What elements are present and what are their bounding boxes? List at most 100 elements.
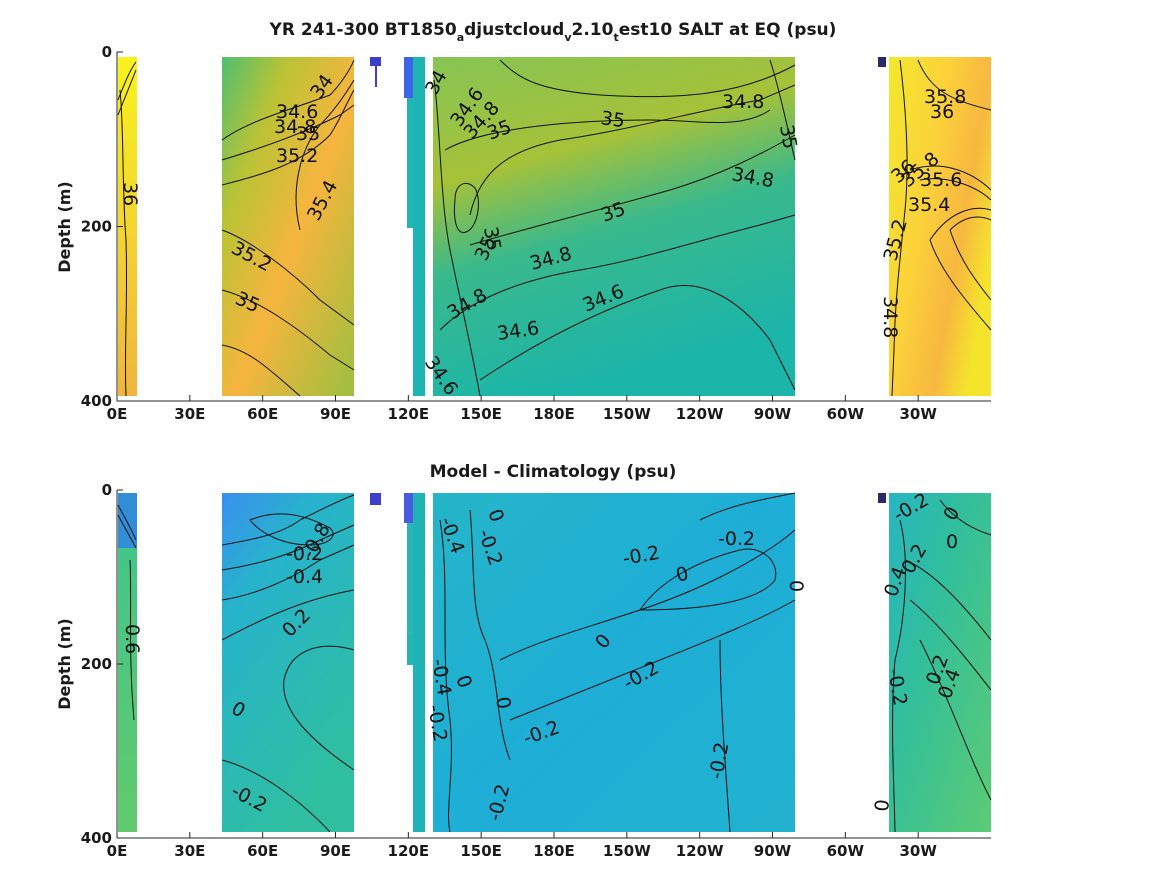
top-contour — [499, 59, 796, 98]
bottom-contour — [639, 548, 777, 611]
bottom-contour — [509, 599, 796, 721]
bottom-fill-indian-ocean — [222, 493, 354, 832]
top-contour — [221, 104, 355, 161]
bottom-contour-label: 0 — [946, 531, 958, 553]
top-x-tick-label: 120E — [388, 405, 430, 423]
top-contour — [117, 69, 137, 116]
bottom-contour — [221, 589, 355, 641]
top-fill-indonesia-c — [407, 98, 413, 228]
top-contour — [295, 79, 355, 231]
bottom-fill-indonesia-b — [404, 493, 413, 523]
bottom-contour — [221, 494, 355, 546]
top-contour-label: 34.8 — [722, 91, 764, 113]
bottom-contour-label: -0.2 — [286, 543, 323, 565]
top-contour — [221, 289, 355, 371]
bottom-contour — [221, 524, 355, 571]
top-contour-label: 35.2 — [276, 145, 318, 167]
top-contour — [444, 109, 771, 151]
top-contour — [949, 216, 992, 301]
bottom-x-tick-label: 150W — [603, 842, 651, 860]
top-contour — [929, 207, 992, 331]
bottom-x-tick-label: 120W — [676, 842, 724, 860]
top-y-tick-label: 400 — [81, 392, 112, 410]
top-x-tick-label: 30E — [174, 405, 205, 423]
top-contour-label: 34.6 — [276, 101, 318, 123]
top-x-tick-label: 120W — [676, 405, 724, 423]
bottom-contour — [129, 559, 135, 721]
top-contour — [119, 89, 128, 397]
bottom-x-tick-label: 60W — [827, 842, 865, 860]
top-contour-label: 35 — [775, 123, 801, 151]
top-contour — [769, 59, 796, 161]
top-contour-label: 36 — [119, 182, 141, 206]
top-y-tick-label: 200 — [81, 218, 112, 236]
bottom-contour — [117, 504, 137, 549]
bottom-fill-indonesia-d — [413, 493, 425, 832]
bottom-contour — [439, 519, 452, 833]
top-fill-pacific — [433, 57, 795, 396]
top-contour — [917, 59, 992, 111]
bottom-y-tick-label: 200 — [81, 655, 112, 673]
bottom-y-tick-label: 400 — [81, 829, 112, 847]
top-contour — [469, 84, 796, 216]
bottom-fill-indonesia-c — [407, 523, 413, 665]
bottom-x-tick-label: 30W — [899, 842, 937, 860]
top-x-tick-label: 90E — [320, 405, 351, 423]
bottom-x-tick-label: 0E — [107, 842, 128, 860]
top-fill-indian-ocean — [222, 57, 354, 396]
bottom-x-tick-label: 90W — [754, 842, 792, 860]
bottom-ticks: 0E 30E 60E 90E 120E 150E 180E 150W 120W 90W 60W 30W… — [81, 481, 938, 860]
bottom-contour — [283, 645, 355, 771]
top-contour — [453, 182, 479, 234]
top-fill-indonesia-d — [413, 57, 425, 396]
bottom-contour — [909, 599, 992, 691]
top-fill-indonesia-a-stem — [375, 57, 377, 87]
bottom-x-tick-label: 30E — [174, 842, 205, 860]
top-y-axis-label: Depth (m) — [55, 181, 74, 273]
top-contour-label: 34.8 — [879, 296, 901, 338]
top-contour — [117, 61, 137, 101]
bottom-contour — [892, 519, 906, 833]
bottom-fill-west-atlantic — [118, 493, 137, 832]
bottom-contour-label: 0 — [674, 562, 691, 586]
bottom-contour — [221, 544, 355, 601]
top-contour-label: 35 — [599, 107, 626, 132]
bottom-contour — [699, 492, 796, 521]
bottom-x-tick-label: 120E — [388, 842, 430, 860]
bottom-contour — [469, 509, 511, 761]
bottom-fill-indonesia-c2 — [407, 635, 413, 665]
bottom-x-tick-label: 150E — [460, 842, 502, 860]
bottom-contour-label: 0 — [491, 695, 515, 711]
top-x-tick-label: 150E — [460, 405, 502, 423]
top-panel-title: YR 241-300 BT1850adjustcloudv2.10test10 … — [269, 20, 837, 44]
bottom-contour — [919, 639, 992, 801]
top-y-tick-label: 0 — [102, 43, 112, 61]
top-panel: YR 241-300 BT1850adjustcloudv2.10test10 … — [55, 20, 992, 423]
bottom-fill-caribbean — [878, 493, 886, 503]
bottom-fill-indonesia-a — [370, 493, 381, 505]
top-contour-label: 35.8 — [924, 86, 966, 108]
top-contour-label: 36 — [930, 101, 954, 123]
bottom-contour — [221, 759, 331, 833]
top-contour — [221, 59, 355, 141]
top-x-tick-label: 60W — [827, 405, 865, 423]
top-x-tick-label: 60E — [247, 405, 278, 423]
bottom-contour — [939, 499, 992, 536]
top-contour — [221, 344, 301, 397]
top-ticks: 0E 30E 60E 90E 120E 150E 180E 150W 120W 90W 60W 30W… — [81, 43, 938, 423]
bottom-contour — [249, 513, 334, 546]
bottom-fill-atlantic — [889, 493, 991, 832]
top-contour — [919, 178, 992, 201]
top-contour — [909, 165, 992, 191]
top-contour — [439, 214, 796, 331]
top-fill-indonesia-b — [404, 57, 413, 98]
top-contour-label: 35 — [296, 123, 320, 145]
bottom-fill-west-atlantic-surface — [118, 493, 137, 548]
top-fill-caribbean — [878, 57, 886, 67]
bottom-panel: Model - Climatology (psu) — [55, 462, 992, 860]
top-contour — [891, 59, 908, 397]
bottom-contour-label: 0 — [871, 798, 894, 812]
top-x-tick-label: 30W — [899, 405, 937, 423]
bottom-x-tick-label: 180E — [533, 842, 575, 860]
